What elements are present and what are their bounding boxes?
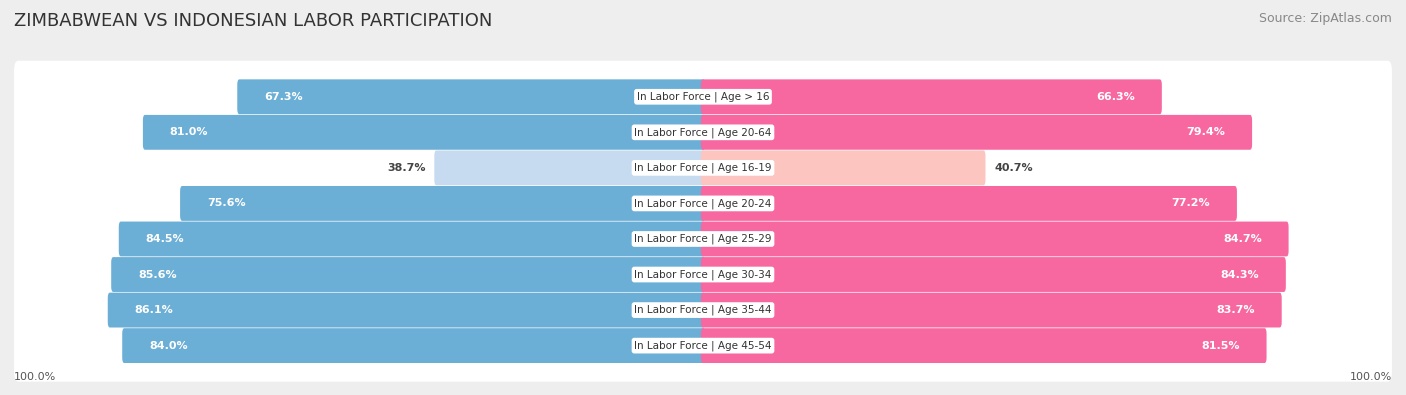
Text: 75.6%: 75.6% — [207, 198, 246, 209]
FancyBboxPatch shape — [14, 132, 1392, 204]
FancyBboxPatch shape — [14, 167, 1392, 239]
FancyBboxPatch shape — [702, 79, 1161, 114]
Text: 100.0%: 100.0% — [14, 372, 56, 382]
FancyBboxPatch shape — [702, 293, 1282, 327]
FancyBboxPatch shape — [14, 203, 1392, 275]
FancyBboxPatch shape — [122, 328, 704, 363]
Text: In Labor Force | Age 45-54: In Labor Force | Age 45-54 — [634, 340, 772, 351]
Text: 79.4%: 79.4% — [1187, 127, 1225, 137]
FancyBboxPatch shape — [143, 115, 704, 150]
Text: 84.3%: 84.3% — [1220, 269, 1258, 280]
Text: 81.5%: 81.5% — [1201, 340, 1240, 351]
FancyBboxPatch shape — [434, 150, 704, 185]
FancyBboxPatch shape — [702, 150, 986, 185]
Text: 38.7%: 38.7% — [387, 163, 426, 173]
FancyBboxPatch shape — [14, 61, 1392, 133]
Text: 84.7%: 84.7% — [1223, 234, 1261, 244]
FancyBboxPatch shape — [118, 222, 704, 256]
Text: In Labor Force | Age 25-29: In Labor Force | Age 25-29 — [634, 234, 772, 244]
FancyBboxPatch shape — [702, 115, 1253, 150]
Text: In Labor Force | Age 30-34: In Labor Force | Age 30-34 — [634, 269, 772, 280]
Text: 86.1%: 86.1% — [135, 305, 173, 315]
Text: ZIMBABWEAN VS INDONESIAN LABOR PARTICIPATION: ZIMBABWEAN VS INDONESIAN LABOR PARTICIPA… — [14, 12, 492, 30]
Text: 83.7%: 83.7% — [1216, 305, 1254, 315]
Text: 67.3%: 67.3% — [264, 92, 302, 102]
FancyBboxPatch shape — [238, 79, 704, 114]
FancyBboxPatch shape — [14, 96, 1392, 168]
FancyBboxPatch shape — [702, 257, 1286, 292]
Text: 84.0%: 84.0% — [149, 340, 188, 351]
FancyBboxPatch shape — [14, 239, 1392, 310]
Text: 40.7%: 40.7% — [994, 163, 1033, 173]
FancyBboxPatch shape — [180, 186, 704, 221]
FancyBboxPatch shape — [702, 186, 1237, 221]
Text: 81.0%: 81.0% — [170, 127, 208, 137]
Text: 66.3%: 66.3% — [1097, 92, 1135, 102]
FancyBboxPatch shape — [702, 328, 1267, 363]
Text: In Labor Force | Age 16-19: In Labor Force | Age 16-19 — [634, 163, 772, 173]
Text: Source: ZipAtlas.com: Source: ZipAtlas.com — [1258, 12, 1392, 25]
FancyBboxPatch shape — [108, 293, 704, 327]
FancyBboxPatch shape — [14, 274, 1392, 346]
Text: 100.0%: 100.0% — [1350, 372, 1392, 382]
Text: 84.5%: 84.5% — [146, 234, 184, 244]
Text: In Labor Force | Age 20-24: In Labor Force | Age 20-24 — [634, 198, 772, 209]
Text: In Labor Force | Age 35-44: In Labor Force | Age 35-44 — [634, 305, 772, 315]
Text: 85.6%: 85.6% — [138, 269, 177, 280]
FancyBboxPatch shape — [111, 257, 704, 292]
FancyBboxPatch shape — [14, 310, 1392, 382]
Text: In Labor Force | Age > 16: In Labor Force | Age > 16 — [637, 92, 769, 102]
Text: In Labor Force | Age 20-64: In Labor Force | Age 20-64 — [634, 127, 772, 137]
FancyBboxPatch shape — [702, 222, 1289, 256]
Text: 77.2%: 77.2% — [1171, 198, 1211, 209]
